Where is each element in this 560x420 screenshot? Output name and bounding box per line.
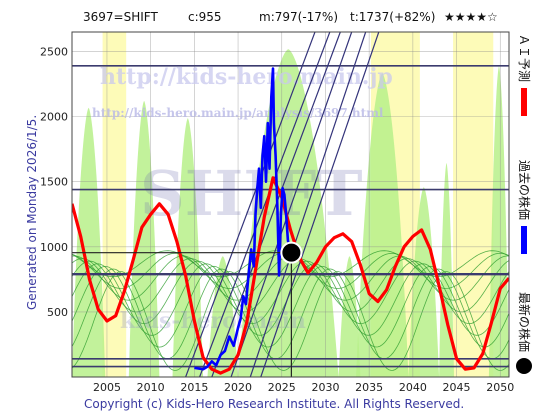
header-mid: m:797(-17%): [259, 10, 338, 24]
watermark-low: kids-hero.main: [120, 308, 306, 334]
trend-line-5: [185, 32, 316, 377]
header-current: c:955: [188, 10, 222, 24]
watermark-url: http://kids-hero.main.jp: [100, 64, 393, 90]
x-tick-2025: 2025: [268, 381, 296, 394]
y-tick-1500: 1500: [40, 176, 68, 189]
trend-line-3: [249, 32, 367, 377]
y-tick-500: 500: [47, 306, 68, 319]
y-axis: 500 1000 1500 2000 2500: [40, 46, 68, 319]
trend-line-4: [260, 32, 380, 377]
generated-date: Generated on Monday 2026/1/5.: [25, 115, 39, 310]
x-tick-2030: 2030: [311, 381, 339, 394]
trend-line-0: [199, 32, 331, 377]
legend-latest-swatch: [516, 358, 532, 374]
legend-latest-label: 最新の株価: [517, 292, 532, 352]
legend-ai-swatch: [521, 88, 527, 116]
legend-ai-label: ＡＩ予測: [517, 34, 531, 82]
x-tick-2020: 2020: [224, 381, 252, 394]
green-band-8: [439, 163, 454, 377]
copyright: Copyright (c) Kids-Hero Research Institu…: [84, 397, 464, 411]
header-target: t:1737(+82%): [350, 10, 435, 24]
y-tick-2000: 2000: [40, 111, 68, 124]
header-stars: ★★★★☆: [444, 10, 498, 24]
ai-forecast-line: [72, 176, 509, 375]
x-tick-2010: 2010: [137, 381, 165, 394]
legend: ＡＩ予測 過去の株価 最新の株価: [516, 34, 532, 374]
x-axis: 2005 2010 2015 2020 2025 2030 2035 2040 2045 2050: [93, 381, 514, 394]
legend-past-label: 過去の株価: [517, 160, 532, 220]
trend-lines: [185, 32, 380, 377]
plot-border: [71, 31, 510, 378]
x-tick-2015: 2015: [180, 381, 208, 394]
header-ticker: 3697=SHIFT: [83, 10, 158, 24]
y-tick-1000: 1000: [40, 241, 68, 254]
x-tick-2040: 2040: [399, 381, 427, 394]
x-tick-2035: 2035: [355, 381, 383, 394]
x-tick-2005: 2005: [93, 381, 121, 394]
yellow-band-2: [453, 32, 494, 377]
legend-past-swatch: [521, 226, 527, 254]
latest-price-marker: [280, 241, 303, 264]
x-tick-2050: 2050: [486, 381, 514, 394]
watermark-big: SHIFT: [140, 157, 363, 230]
green-band-1: [128, 101, 160, 377]
trend-line-2: [230, 32, 353, 377]
y-tick-2500: 2500: [40, 46, 68, 59]
past-price-line: [194, 67, 293, 371]
x-tick-2045: 2045: [443, 381, 471, 394]
